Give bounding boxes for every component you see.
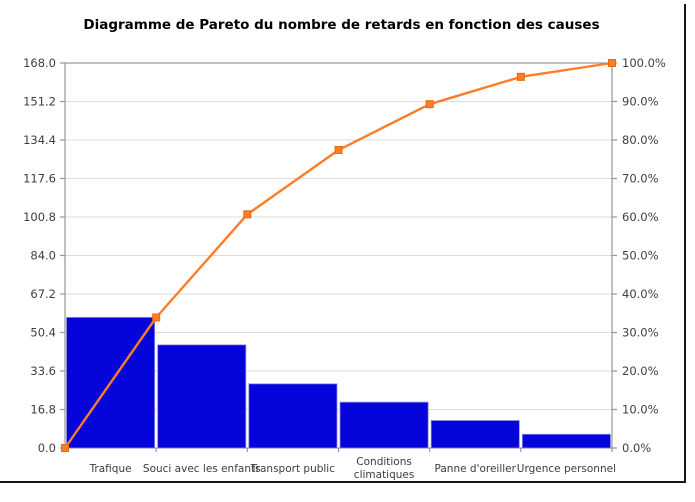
x-category-label: Conditions climatiques <box>331 454 438 484</box>
y-right-tick-label: 20.0% <box>622 364 659 378</box>
x-category-label-line: Urgence personnel <box>516 462 616 475</box>
bar-6 <box>521 433 611 449</box>
y-right-tick-label: 30.0% <box>622 326 659 340</box>
x-category-label-line: Panne d'oreiller <box>434 462 516 475</box>
cumulative-marker-4 <box>425 100 434 109</box>
y-left-tick-label: 67.2 <box>30 287 56 301</box>
cumulative-marker-6 <box>608 59 616 67</box>
x-category-label: Souci avec les enfants <box>143 454 261 484</box>
chart-title: Diagramme de Pareto du nombre de retards… <box>83 17 600 33</box>
x-category-label-line: climatiques <box>353 469 415 481</box>
bar-2 <box>157 344 247 449</box>
y-right-tick-label: 80.0% <box>622 133 659 147</box>
y-right-tick-label: 40.0% <box>622 287 659 301</box>
y-right-tick-label: 70.0% <box>622 172 659 186</box>
y-right-tick-label: 0.0% <box>622 441 651 455</box>
y-left-tick-label: 16.8 <box>30 403 56 417</box>
bar-4 <box>339 401 429 449</box>
y-right-tick-label: 10.0% <box>622 403 659 417</box>
cumulative-marker-2 <box>243 210 252 219</box>
x-category-label-line: Souci avec les enfants <box>142 462 261 475</box>
cumulative-marker-1 <box>152 313 161 322</box>
object-border-right <box>684 4 686 482</box>
y-left-tick-label: 50.4 <box>30 326 56 340</box>
x-category-label-line: Transport public <box>250 462 335 475</box>
bar-5 <box>430 420 520 449</box>
x-category-label: Urgence personnel <box>513 454 620 484</box>
y-left-tick-label: 151.2 <box>23 95 56 109</box>
x-category-label-line: Conditions <box>356 456 412 468</box>
y-left-tick-label: 117.6 <box>23 172 56 186</box>
y-left-tick-label: 100.8 <box>23 210 56 224</box>
y-left-tick-label: 168.0 <box>23 56 56 70</box>
y-left-tick-label: 84.0 <box>30 249 56 263</box>
x-category-label: Trafique <box>57 454 164 484</box>
y-right-tick-label: 90.0% <box>622 95 659 109</box>
y-right-tick-label: 60.0% <box>622 210 659 224</box>
bar-3 <box>248 383 338 449</box>
cumulative-marker-0 <box>61 444 69 452</box>
x-category-label-line: Trafique <box>89 462 132 475</box>
y-right-tick-label: 50.0% <box>622 249 659 263</box>
x-category-label: Panne d'oreiller <box>422 454 529 484</box>
object-border-bottom <box>0 481 686 483</box>
y-left-tick-label: 0.0 <box>38 441 56 455</box>
y-right-tick-label: 100.0% <box>622 56 666 70</box>
x-category-label: Transport public <box>239 454 346 484</box>
cumulative-marker-5 <box>516 72 525 81</box>
cumulative-marker-3 <box>334 146 343 155</box>
y-left-tick-label: 134.4 <box>23 133 56 147</box>
y-left-tick-label: 33.6 <box>30 364 56 378</box>
